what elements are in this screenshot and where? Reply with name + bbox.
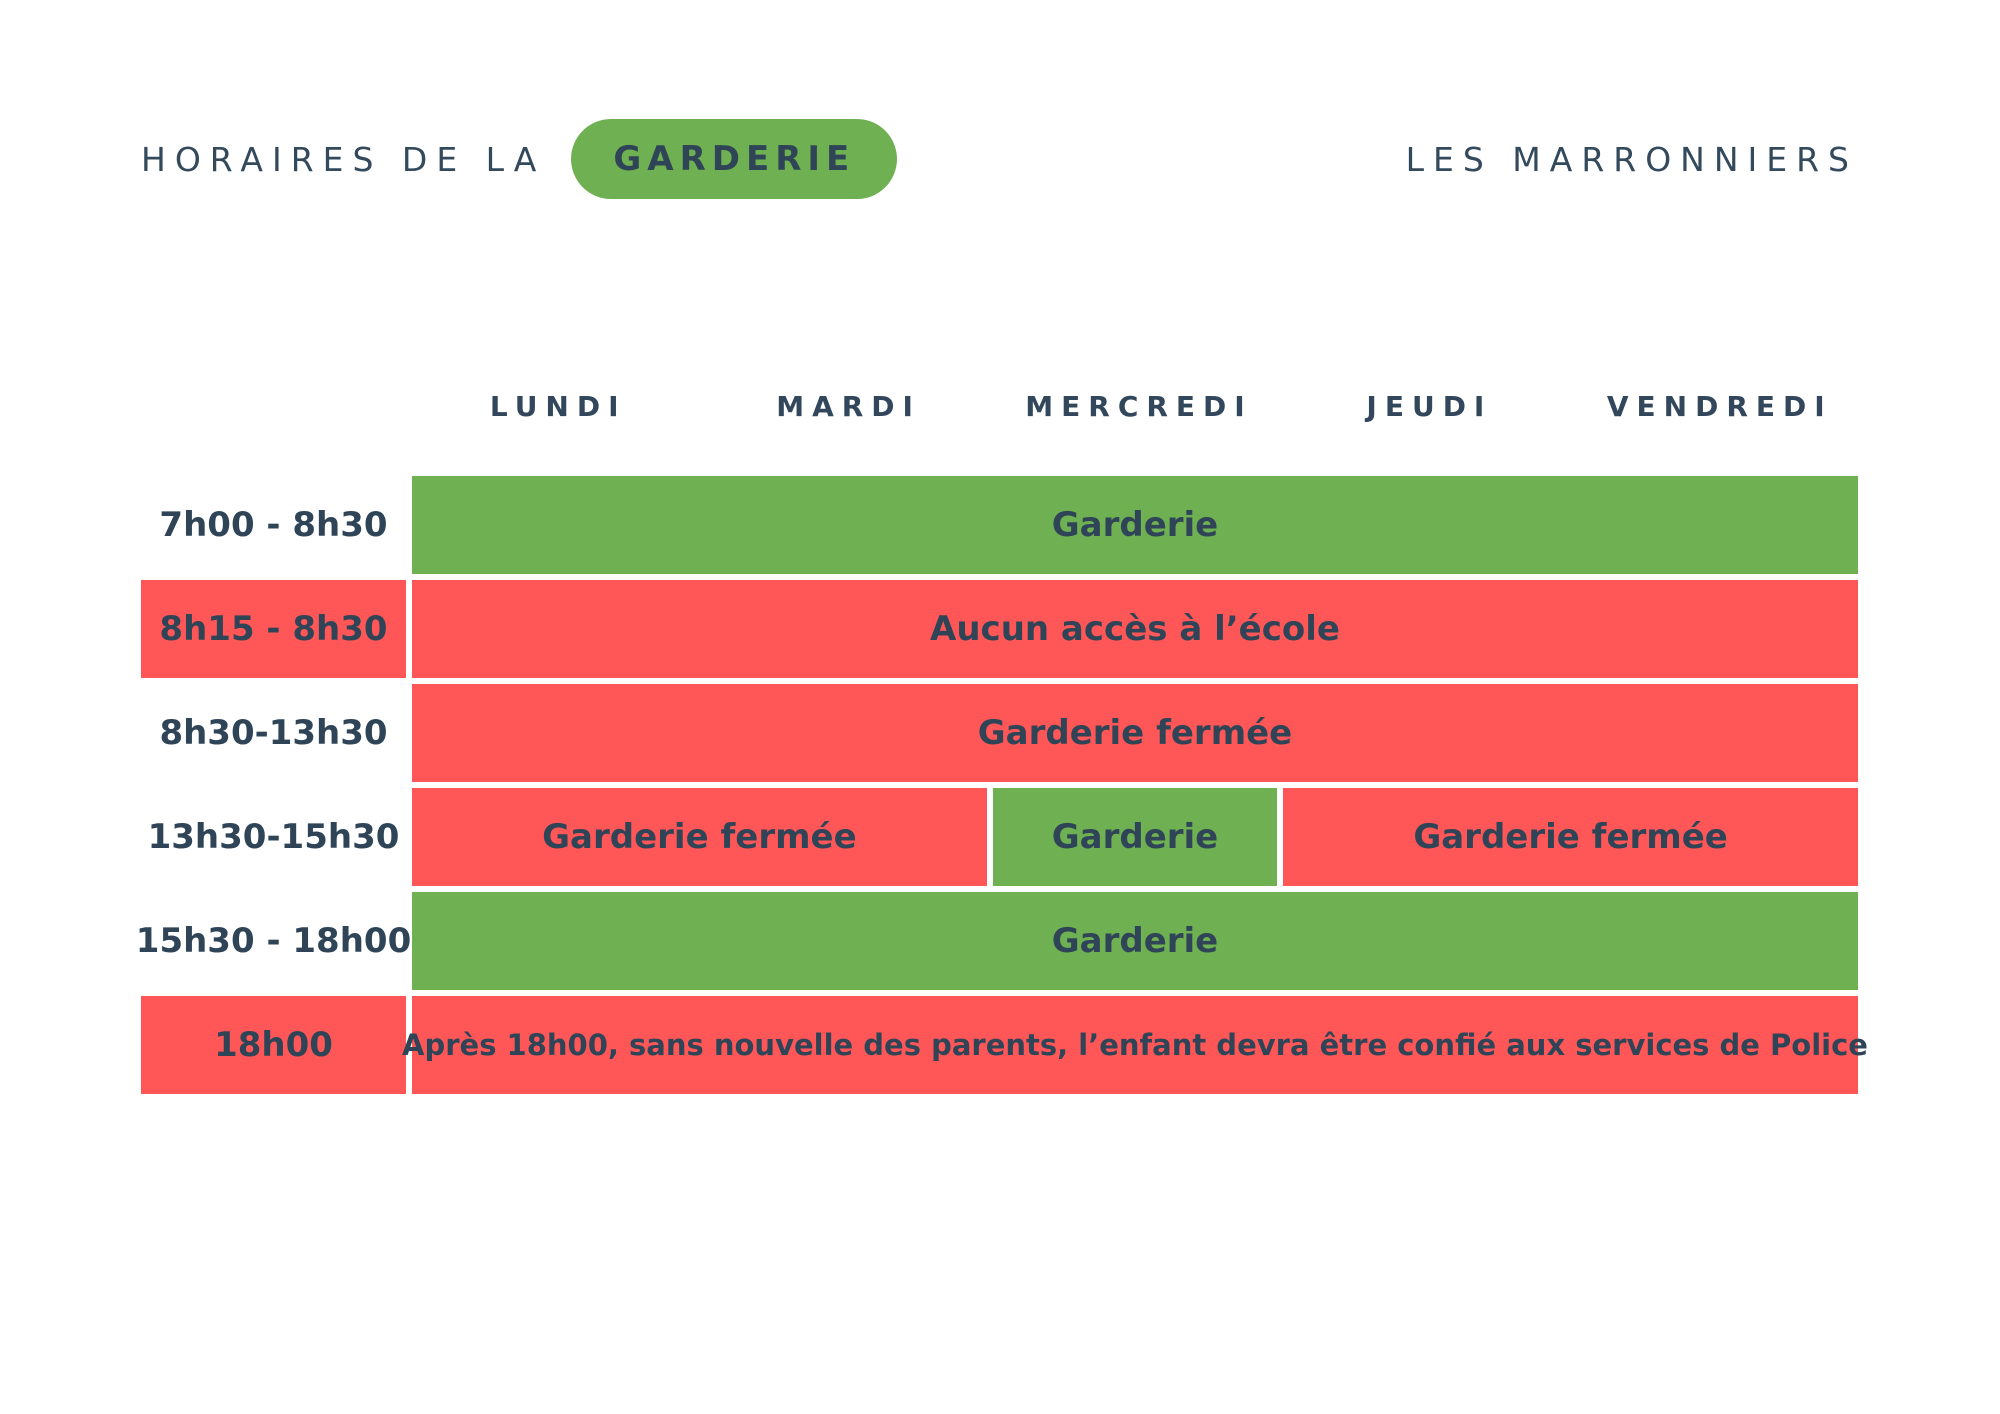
day-header-mercredi: MERCREDI [1025,389,1253,423]
time-label: 18h00 [141,996,406,1094]
page-header: HORAIRES DE LA GARDERIE LES MARRONNIERS [141,118,1858,200]
school-name: LES MARRONNIERS [1405,139,1858,179]
schedule-cell-closed: Garderie fermée [1283,788,1858,886]
schedule-cell-closed: Garderie fermée [412,684,1858,782]
schedule-cell-closed: Garderie fermée [412,788,987,886]
day-header-lundi: LUNDI [489,389,627,423]
schedule-cell-open: Garderie [992,788,1278,886]
day-header-jeudi: JEUDI [1366,389,1493,423]
schedule-cell-open: Garderie [412,892,1858,990]
time-label: 13h30-15h30 [147,817,400,857]
page-title-badge: GARDERIE [571,119,898,199]
time-label: 7h00 - 8h30 [159,505,388,545]
schedule-cell-closed: Aucun accès à l’école [412,580,1858,678]
time-label: 15h30 - 18h00 [135,921,412,961]
schedule-table: LUNDI MARDI MERCREDI JEUDI VENDREDI 7h00 - 8h… [135,372,1868,1094]
schedule-cell-closed: Après 18h00, sans nouvelle des parents, … [402,996,1868,1094]
time-label: 8h30-13h30 [159,713,388,753]
schedule-cell-open: Garderie [412,476,1858,574]
time-label: 8h15 - 8h30 [141,580,406,678]
page-title-prefix: HORAIRES DE LA [141,139,546,179]
day-header-vendredi: VENDREDI [1606,389,1833,423]
day-header-mardi: MARDI [776,389,921,423]
corner-spacer [141,372,406,440]
